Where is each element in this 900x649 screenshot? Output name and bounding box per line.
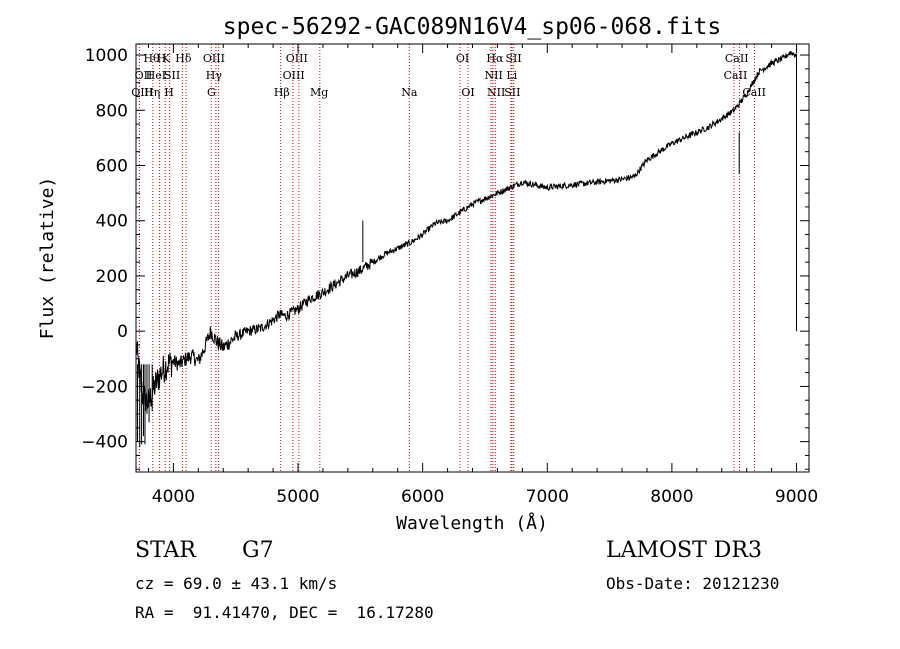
line-label: NII [487, 86, 505, 99]
y-tick-label: 0 [117, 322, 128, 342]
line-label: OII [135, 69, 153, 82]
line-label: OI [461, 86, 474, 99]
line-label: CaII [725, 52, 749, 65]
x-axis-label: Wavelength (Å) [396, 512, 548, 534]
chart-title: spec-56292-GAC089N16V4_sp06-068.fits [223, 14, 722, 40]
line-label: G [207, 86, 216, 99]
spectrum-spikes [136, 132, 740, 448]
y-tick-label: −400 [81, 433, 128, 453]
line-label: Hη [144, 86, 160, 99]
line-label: Li [506, 69, 517, 82]
line-label: H [157, 52, 167, 65]
x-tick-label: 9000 [775, 487, 818, 507]
line-label: SII [504, 86, 520, 99]
line-label: Na [401, 86, 418, 99]
x-tick-label: 6000 [401, 487, 444, 507]
obs-date: Obs-Date: 20121230 [606, 574, 780, 593]
x-axis: 4000 5000 6000 7000 8000 9000 [147, 44, 818, 507]
y-axis-label: Flux (relative) [37, 177, 58, 340]
line-label: Hα [486, 52, 504, 65]
y-axis: −400 −200 0 200 400 600 800 1000 [81, 46, 809, 470]
y-tick-label: 600 [96, 156, 128, 176]
line-label: Mg [310, 86, 328, 99]
y-tick-label: −200 [81, 377, 128, 397]
line-label: OIII [286, 52, 308, 65]
line-label: OIII [283, 69, 305, 82]
line-label: OIII [131, 86, 153, 99]
plot-frame [135, 43, 810, 473]
x-tick-label: 8000 [650, 487, 693, 507]
line-label: Hθ [143, 52, 160, 65]
line-markers [138, 44, 755, 472]
line-label: HeI [146, 69, 166, 82]
line-label: Hγ [206, 69, 223, 82]
line-label: K [162, 52, 171, 65]
line-label: Hβ [274, 86, 290, 99]
x-tick-label: 4000 [152, 487, 195, 507]
y-tick-label: 400 [96, 212, 128, 232]
line-label: H [164, 86, 174, 99]
coordinates: RA = 91.41470, DEC = 16.17280 [135, 603, 434, 622]
line-label: SII [506, 52, 522, 65]
line-label: OIII [203, 52, 225, 65]
line-label: NII [485, 69, 503, 82]
line-label: Hδ [175, 52, 192, 65]
survey-name: LAMOST DR3 [606, 538, 762, 563]
line-label: CaII [724, 69, 748, 82]
object-subclass: G7 [242, 538, 274, 563]
y-tick-label: 800 [96, 101, 128, 121]
line-label: SII [164, 69, 180, 82]
object-class: STAR [135, 538, 196, 563]
redshift-info: cz = 69.0 ± 43.1 km/s [135, 574, 338, 593]
y-tick-label: 1000 [85, 46, 128, 66]
spectrum-line [135, 50, 797, 411]
x-tick-label: 5000 [276, 487, 319, 507]
y-tick-label: 200 [96, 267, 128, 287]
line-label: CaII [742, 86, 766, 99]
x-tick-label: 7000 [526, 487, 569, 507]
line-label: OI [456, 52, 469, 65]
